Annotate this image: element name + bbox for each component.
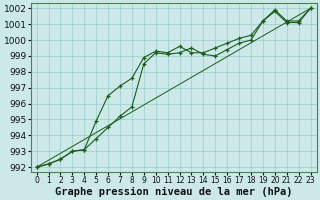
X-axis label: Graphe pression niveau de la mer (hPa): Graphe pression niveau de la mer (hPa) — [55, 186, 292, 197]
